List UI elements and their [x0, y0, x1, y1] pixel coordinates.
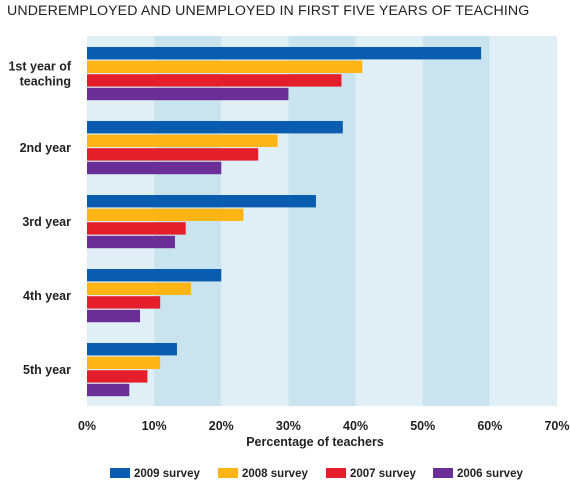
category-label: 3rd year [22, 215, 71, 229]
bar-2008-survey-1 [87, 134, 278, 147]
grid-band [422, 36, 490, 406]
bar-2008-survey-0 [87, 60, 363, 73]
bar-2007-survey-3 [87, 296, 161, 309]
x-axis-ticks: 0% 10% 20% 30% 40% 50% 60% 70% [78, 419, 570, 433]
bar-2009-survey-1 [87, 121, 343, 134]
bar-2008-survey-2 [87, 208, 244, 221]
legend-label: 2006 survey [457, 468, 523, 480]
category-label: 1st year of [8, 60, 71, 74]
x-tick-label: 50% [410, 419, 435, 433]
bar-2006-survey-3 [87, 309, 141, 323]
x-axis-label: Percentage of teachers [246, 435, 384, 449]
grid-band [355, 36, 423, 406]
bar-2009-survey-2 [87, 195, 316, 208]
legend-swatch [110, 468, 130, 478]
grid-band [489, 36, 557, 406]
legend-swatch [326, 468, 346, 478]
x-tick-label: 40% [343, 419, 368, 433]
bar-2008-survey-4 [87, 356, 161, 369]
bar-2006-survey-2 [87, 235, 175, 249]
legend: 2009 survey 2008 survey 2007 survey 2006 su… [110, 468, 523, 480]
bar-2006-survey-1 [87, 161, 222, 175]
category-label: teaching [20, 75, 71, 89]
bar-2007-survey-1 [87, 148, 259, 161]
x-tick-label: 20% [209, 419, 234, 433]
bar-2007-survey-0 [87, 74, 342, 87]
chart-title: UNDEREMPLOYED AND UNEMPLOYED IN FIRST FI… [7, 3, 530, 19]
x-tick-label: 70% [544, 419, 569, 433]
category-label: 4th year [23, 289, 71, 303]
x-tick-label: 10% [142, 419, 167, 433]
bar-2009-survey-3 [87, 269, 222, 282]
legend-label: 2007 survey [350, 468, 416, 480]
legend-swatch [433, 468, 453, 478]
x-tick-label: 0% [78, 419, 96, 433]
bar-2006-survey-4 [87, 383, 130, 397]
bar-2009-survey-4 [87, 343, 177, 356]
x-tick-label: 30% [276, 419, 301, 433]
bar-2008-survey-3 [87, 282, 192, 295]
legend-label: 2009 survey [134, 468, 200, 480]
bar-2006-survey-0 [87, 87, 289, 101]
grid-band [288, 36, 356, 406]
x-tick-label: 60% [477, 419, 502, 433]
bar-2007-survey-4 [87, 370, 148, 383]
category-label: 5th year [23, 363, 71, 377]
bar-2009-survey-0 [87, 47, 482, 60]
bar-group [87, 47, 482, 397]
legend-swatch [218, 468, 238, 478]
legend-label: 2008 survey [242, 468, 308, 480]
bar-2007-survey-2 [87, 222, 186, 235]
category-label: 2nd year [20, 141, 72, 155]
